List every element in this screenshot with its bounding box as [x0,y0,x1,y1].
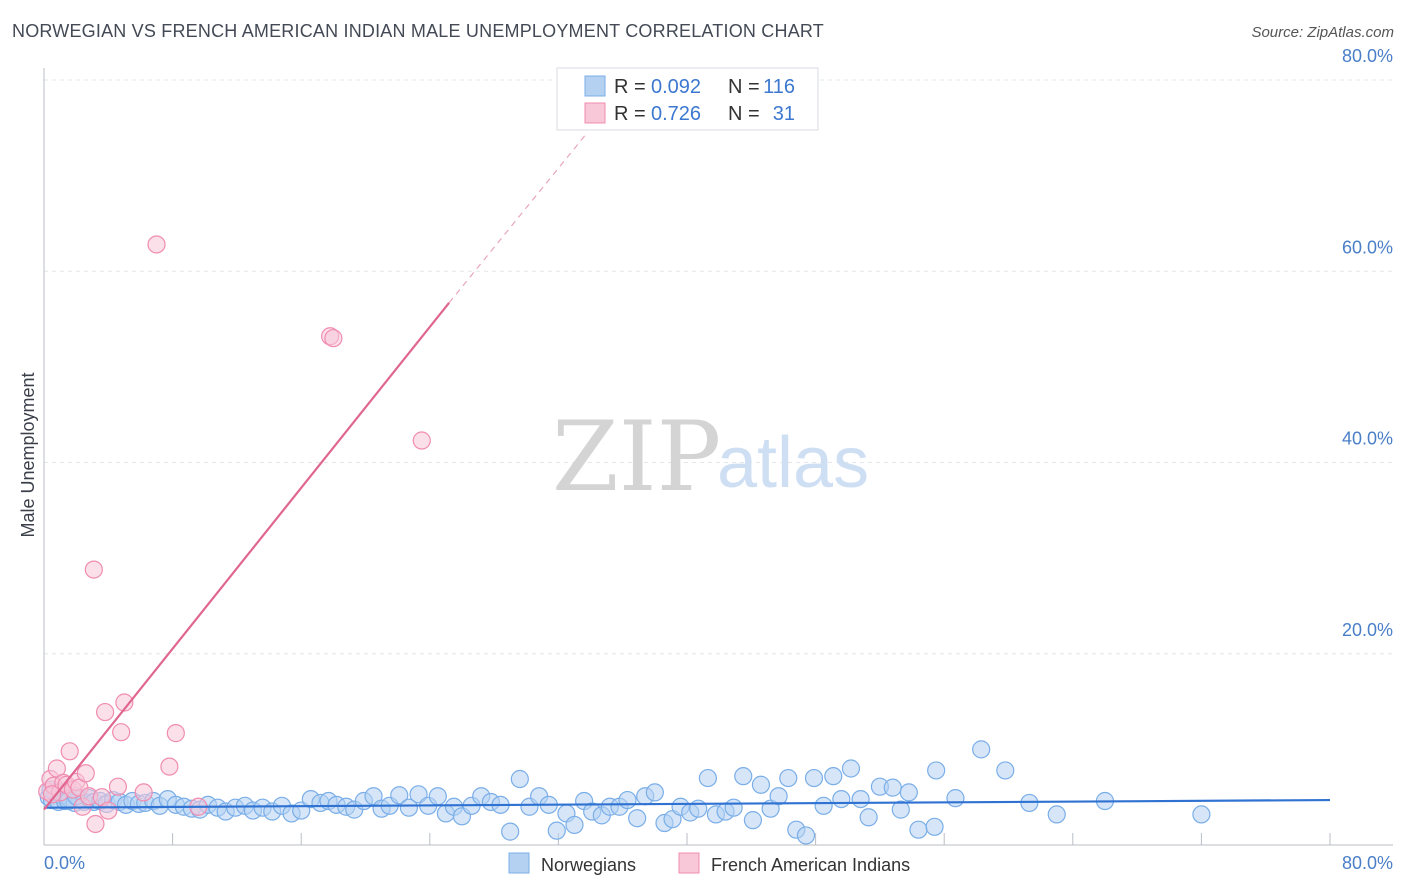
french-american-indian-point [84,560,103,579]
french-american-indian-point [324,329,343,348]
stats-n-value-pink: 31 [773,103,795,125]
stats-r-label-pink: R = [614,103,646,125]
norwegian-point [925,817,944,836]
stats-swatch-blue [584,75,606,97]
stats-n-label-pink: N = [728,103,760,125]
legend-swatch-norwegians [508,852,530,874]
french-american-indians-points [38,235,431,834]
stats-r-label-blue: R = [614,76,646,98]
norwegian-point [814,796,833,815]
norwegian-point [851,789,870,809]
y-tick-label: 80.0% [1342,46,1393,66]
y-tick-label: 40.0% [1342,429,1393,449]
watermark-zip: ZIP [552,401,721,513]
y-tick-labels: 20.0% 40.0% 60.0% 80.0% [1342,46,1393,640]
y-tick-label: 60.0% [1342,237,1393,257]
watermark-atlas: atlas [717,423,869,503]
norwegian-point [645,783,664,802]
trend-lines [43,132,1331,811]
french-american-indian-point [166,724,185,743]
french-american-indian-point [115,693,134,712]
source-credit: Source: ZipAtlas.com [1251,24,1394,41]
norwegian-point [796,826,816,845]
french-american-indian-point [95,702,115,722]
french-american-indian-point [108,777,128,796]
french-american-indian-point [147,235,166,254]
norwegian-point [891,800,910,819]
norwegian-point [832,789,851,809]
french-american-indian-point [42,785,62,804]
y-axis-label: Male Unemployment [18,372,38,537]
french-american-indian-point [99,801,118,820]
norwegian-point [724,798,743,817]
french-american-indian-point [60,742,79,761]
french-american-indian-point [134,783,153,802]
norwegian-point [824,767,843,786]
norwegian-point [510,769,529,789]
french-american-indian-point [112,723,131,742]
chart-title: NORWEGIAN VS FRENCH AMERICAN INDIAN MALE… [12,21,824,41]
norwegian-point [698,768,717,788]
stats-legend-box: R = 0.092 N = 116 R = 0.726 N = 31 [556,67,819,131]
norwegian-point [751,775,771,794]
norwegian-point [909,820,928,839]
series-legend: Norwegians French American Indians [508,852,910,875]
y-tick-label: 20.0% [1342,620,1393,640]
norwegian-point [779,768,798,788]
norwegian-point [841,759,861,778]
norwegians-points [39,740,1211,845]
norwegian-point [996,761,1015,780]
norwegian-point [734,767,753,786]
french-american-indian-point [160,757,179,776]
norwegian-point [804,768,824,788]
x-tick-label-max: 80.0% [1342,853,1393,873]
stats-r-value-pink: 0.726 [651,103,701,125]
norwegian-point [972,740,991,759]
norwegian-point [1047,805,1066,824]
norwegian-point [927,761,946,780]
norwegian-point [883,778,902,797]
french-american-indian-point [86,814,105,834]
stats-n-value-blue: 116 [763,76,795,98]
norwegian-point [618,790,637,810]
french-american-indian-point [412,431,431,450]
norwegian-point [899,783,918,802]
norwegian-point [946,789,965,808]
x-tick-label-min: 0.0% [44,853,85,873]
norwegian-point [428,787,447,806]
stats-swatch-pink [584,102,606,124]
legend-label-norwegians: Norwegians [541,855,636,875]
x-axis-ticks [43,833,1331,845]
norwegians-trend-line [43,798,1331,809]
norwegian-point [743,811,763,830]
french-american-indians-trend-extension [448,132,588,304]
legend-swatch-french-american-indians [678,852,700,874]
norwegian-point [565,815,584,835]
french-american-indian-point [76,764,95,783]
norwegian-point [501,822,520,841]
french-american-indians-trend-line [43,302,450,811]
norwegian-point [859,808,878,827]
norwegian-point [1192,805,1211,824]
norwegian-point [769,787,788,806]
stats-n-label-blue: N = [728,76,760,98]
stats-r-value-blue: 0.092 [651,76,701,98]
norwegian-point [390,786,409,805]
gridlines [44,79,1393,655]
norwegian-point [547,821,566,840]
norwegian-point [628,809,647,828]
legend-label-french-american-indians: French American Indians [711,855,910,875]
norwegian-point [399,798,419,817]
